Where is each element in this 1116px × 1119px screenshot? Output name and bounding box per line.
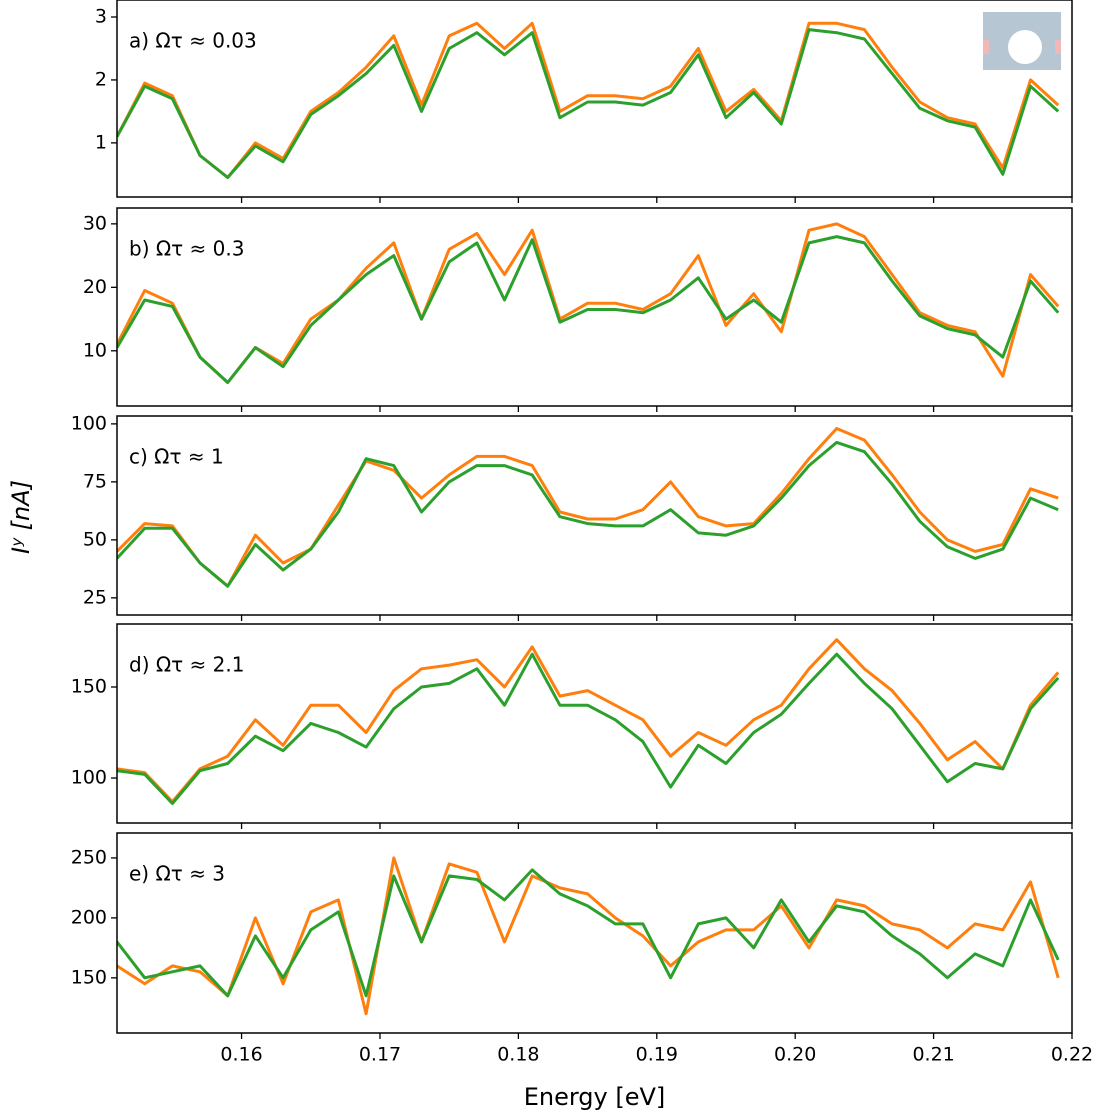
panel-annotation: b) Ωτ ≈ 0.3 — [129, 237, 244, 261]
y-tick-label: 200 — [71, 906, 107, 928]
line — [117, 235, 1060, 384]
panel-annotation: a) Ωτ ≈ 0.03 — [129, 29, 257, 53]
x-tick-label: 0.21 — [912, 1044, 954, 1066]
plot-area — [117, 638, 1060, 805]
line — [117, 440, 1059, 588]
plot-area — [117, 427, 1059, 588]
y-tick-label: 2 — [95, 68, 107, 90]
panel-annotation: e) Ωτ ≈ 3 — [129, 862, 225, 886]
y-tick-label: 10 — [83, 339, 107, 361]
line — [117, 21, 1060, 179]
line — [117, 638, 1060, 804]
line — [117, 427, 1059, 588]
panel-annotation: d) Ωτ ≈ 2.1 — [129, 653, 244, 677]
x-tick-label: 0.18 — [497, 1044, 539, 1066]
y-tick-label: 100 — [71, 767, 107, 789]
y-tick-label: 150 — [71, 675, 107, 697]
panel-annotation: c) Ωτ ≈ 1 — [129, 445, 224, 469]
inset-hole — [1008, 30, 1042, 64]
y-axis-label: Iʸ [nA] — [7, 480, 35, 554]
y-tick-label: 25 — [83, 586, 107, 608]
y-tick-label: 50 — [83, 528, 107, 550]
x-tick-label: 0.16 — [220, 1044, 262, 1066]
y-tick-label: 75 — [83, 470, 107, 492]
y-tick-label: 100 — [71, 412, 107, 434]
x-tick-label: 0.20 — [774, 1044, 816, 1066]
plot-area — [117, 856, 1060, 1016]
axes-frame — [116, 832, 1073, 1034]
y-tick-label: 3 — [95, 5, 107, 27]
inset-lead — [1055, 40, 1061, 54]
axes-frame — [116, 623, 1073, 824]
inset-image — [983, 12, 1061, 70]
y-tick-label: 30 — [83, 212, 107, 234]
axes-frame — [116, 207, 1073, 407]
axes-frame — [116, 415, 1073, 616]
y-tick-label: 20 — [83, 276, 107, 298]
line — [117, 28, 1060, 179]
x-tick-label: 0.17 — [359, 1044, 401, 1066]
plot-area — [117, 21, 1060, 179]
line — [117, 868, 1060, 998]
line — [117, 856, 1060, 1016]
y-tick-label: 1 — [95, 131, 107, 153]
y-tick-label: 150 — [71, 966, 107, 988]
inset-lead — [983, 40, 989, 54]
plot-area — [117, 222, 1060, 384]
axes-frame — [116, 0, 1073, 198]
x-tick-label: 0.19 — [636, 1044, 678, 1066]
x-axis-label: Energy [eV] — [524, 1083, 666, 1111]
line — [117, 652, 1060, 805]
line — [117, 222, 1060, 384]
x-tick-label: 0.22 — [1051, 1044, 1093, 1066]
y-tick-label: 250 — [71, 846, 107, 868]
